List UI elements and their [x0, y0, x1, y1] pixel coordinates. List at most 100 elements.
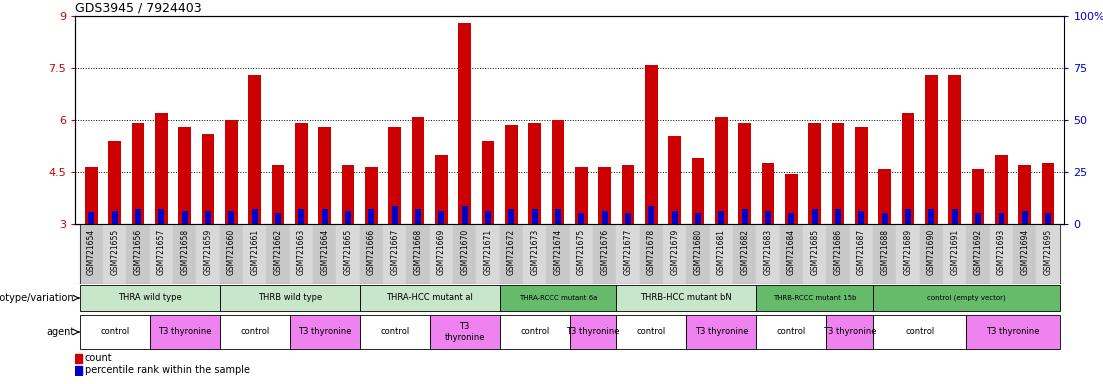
Bar	[733, 224, 757, 284]
Bar	[127, 224, 150, 284]
Bar	[345, 211, 351, 224]
Bar	[319, 127, 331, 224]
Bar	[672, 211, 677, 224]
Text: GSM721677: GSM721677	[623, 229, 632, 275]
Bar	[715, 116, 728, 224]
Text: GSM721683: GSM721683	[763, 229, 772, 275]
Text: GSM721695: GSM721695	[1043, 229, 1052, 275]
Text: GSM721670: GSM721670	[460, 229, 469, 275]
Bar	[290, 224, 313, 284]
Bar	[322, 209, 328, 224]
Bar	[878, 169, 891, 224]
Text: GSM721684: GSM721684	[786, 229, 796, 275]
Bar	[780, 224, 803, 284]
Text: GSM721690: GSM721690	[927, 229, 935, 275]
Bar	[275, 213, 281, 224]
Bar	[219, 285, 360, 311]
Bar	[803, 224, 826, 284]
Bar	[173, 224, 196, 284]
Bar	[1018, 165, 1031, 224]
Bar	[966, 315, 1060, 349]
Text: GSM721694: GSM721694	[1020, 229, 1029, 275]
Bar	[617, 224, 640, 284]
Text: GSM721679: GSM721679	[671, 229, 679, 275]
Text: GSM721675: GSM721675	[577, 229, 586, 275]
Bar	[365, 167, 377, 224]
Bar	[342, 165, 354, 224]
Bar	[789, 213, 794, 224]
Bar	[952, 209, 957, 224]
Text: GSM721663: GSM721663	[297, 229, 306, 275]
Bar	[248, 75, 261, 224]
Bar	[150, 315, 219, 349]
Bar	[826, 315, 874, 349]
Bar	[785, 174, 797, 224]
Bar	[439, 211, 445, 224]
Text: percentile rank within the sample: percentile rank within the sample	[85, 365, 249, 375]
Bar	[598, 167, 611, 224]
Bar	[313, 224, 336, 284]
Text: GSM721659: GSM721659	[204, 229, 213, 275]
Bar	[617, 315, 686, 349]
Bar	[649, 206, 654, 224]
Text: T3 thyronine: T3 thyronine	[695, 328, 748, 336]
Bar	[972, 169, 985, 224]
Bar	[415, 209, 421, 224]
Bar	[462, 206, 468, 224]
Text: GDS3945 / 7924403: GDS3945 / 7924403	[75, 2, 202, 15]
Text: control: control	[906, 328, 934, 336]
Bar	[546, 224, 569, 284]
Text: THRB-RCCC mutant 15b: THRB-RCCC mutant 15b	[773, 295, 856, 301]
Bar	[812, 209, 817, 224]
Bar	[154, 113, 168, 224]
Bar	[1046, 213, 1051, 224]
Text: GSM721669: GSM721669	[437, 229, 446, 275]
Bar	[179, 127, 191, 224]
Text: GSM721668: GSM721668	[414, 229, 422, 275]
Bar	[826, 224, 849, 284]
Bar	[150, 224, 173, 284]
Bar	[523, 224, 546, 284]
Bar	[855, 127, 868, 224]
Text: GSM721660: GSM721660	[227, 229, 236, 275]
Bar	[228, 211, 234, 224]
Bar	[136, 209, 141, 224]
Bar	[874, 285, 1060, 311]
Text: GSM721689: GSM721689	[903, 229, 912, 275]
Bar	[505, 125, 517, 224]
Bar	[762, 163, 774, 224]
Text: T3 thyronine: T3 thyronine	[986, 328, 1040, 336]
Bar	[88, 212, 94, 224]
Bar	[500, 315, 569, 349]
Text: GSM721674: GSM721674	[554, 229, 563, 275]
Bar	[453, 224, 476, 284]
Text: count: count	[85, 353, 113, 363]
Bar	[975, 213, 981, 224]
Bar	[532, 209, 537, 224]
Text: GSM721687: GSM721687	[857, 229, 866, 275]
Bar	[1013, 224, 1037, 284]
Text: T3 thyronine: T3 thyronine	[823, 328, 877, 336]
Bar	[528, 124, 542, 224]
Text: GSM721662: GSM721662	[274, 229, 282, 275]
Bar	[251, 209, 258, 224]
Bar	[640, 224, 663, 284]
Bar	[430, 315, 500, 349]
Text: GSM721693: GSM721693	[997, 229, 1006, 275]
Text: GSM721656: GSM721656	[133, 229, 142, 275]
Text: control: control	[777, 328, 806, 336]
Bar	[85, 167, 98, 224]
Bar	[617, 285, 757, 311]
Bar	[79, 285, 219, 311]
Bar	[243, 224, 266, 284]
Bar	[757, 315, 826, 349]
Text: GSM721672: GSM721672	[507, 229, 516, 275]
Text: GSM721688: GSM721688	[880, 229, 889, 275]
Bar	[625, 213, 631, 224]
Bar	[602, 211, 608, 224]
Text: GSM721664: GSM721664	[320, 229, 329, 275]
Bar	[668, 136, 682, 224]
Bar	[835, 209, 840, 224]
Bar	[757, 285, 874, 311]
Bar	[645, 65, 657, 224]
